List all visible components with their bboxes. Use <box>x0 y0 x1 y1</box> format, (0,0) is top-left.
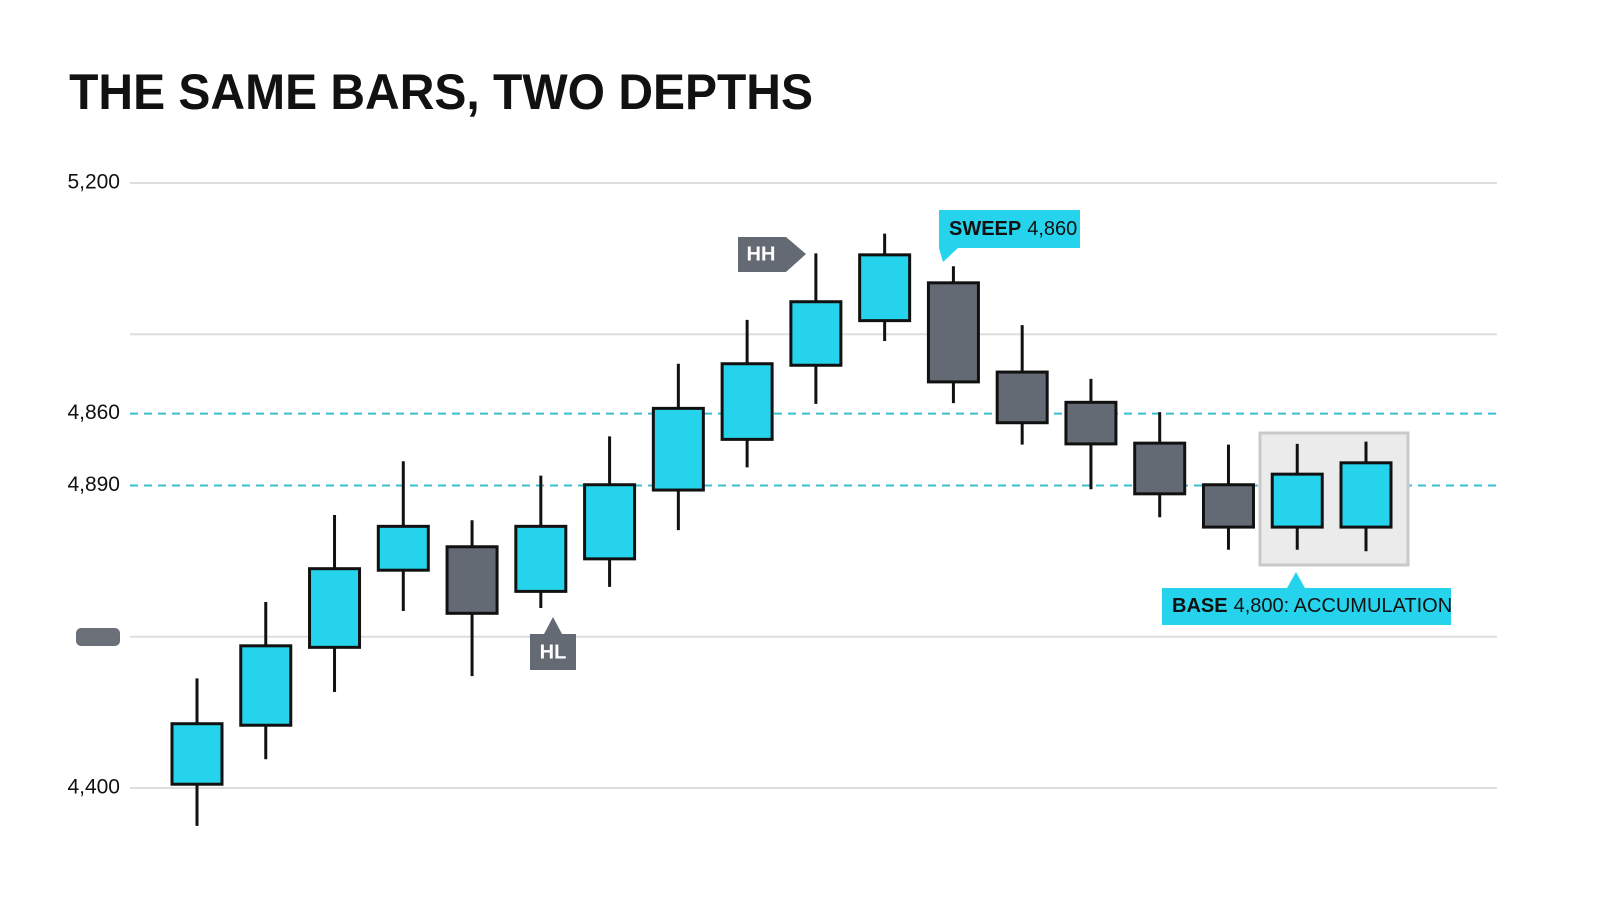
candle-body <box>1270 472 1324 529</box>
candle-body <box>239 644 293 727</box>
candle-body <box>170 722 224 786</box>
candle-body <box>651 406 705 492</box>
candle-body <box>995 370 1049 425</box>
candle-body <box>376 524 430 572</box>
base-callout: BASE 4,800: ACCUMULATION <box>1162 572 1452 625</box>
candle-body <box>1339 461 1393 529</box>
base-bold: BASE <box>1172 595 1228 617</box>
base-label: BASE 4,800: ACCUMULATION <box>1172 595 1452 617</box>
candle-body <box>720 362 774 441</box>
hh-label: HH <box>747 243 776 265</box>
sweep-text: 4,860 <box>1027 218 1077 240</box>
candles <box>170 233 1393 826</box>
candle-body <box>926 281 980 384</box>
candle-body <box>1064 400 1118 446</box>
y-tick-label: 4,400 <box>67 776 120 799</box>
candle-body <box>1133 441 1187 496</box>
candle-body <box>445 545 499 615</box>
sweep-label: SWEEP 4,860 <box>949 218 1077 240</box>
candle-body <box>583 483 637 561</box>
candle-body <box>789 300 843 367</box>
sweep-callout: SWEEP 4,860 <box>939 210 1080 262</box>
candle-body <box>858 253 912 323</box>
hl-label: HL <box>540 641 567 663</box>
candle-body <box>308 567 362 649</box>
chart-title: THE SAME BARS, TWO DEPTHS <box>69 65 813 120</box>
hidden-tick-label <box>76 628 120 646</box>
candle-body <box>1201 483 1255 529</box>
y-tick-label: 5,200 <box>67 171 120 194</box>
candle-body <box>514 524 568 593</box>
y-tick-label: 4,860 <box>67 401 120 424</box>
y-tick-label: 4,890 <box>67 473 120 496</box>
sweep-bold: SWEEP <box>949 218 1021 240</box>
hh-callout: HH <box>738 237 806 272</box>
hl-callout: HL <box>530 617 576 670</box>
base-text: 4,800: ACCUMULATION <box>1234 595 1453 617</box>
